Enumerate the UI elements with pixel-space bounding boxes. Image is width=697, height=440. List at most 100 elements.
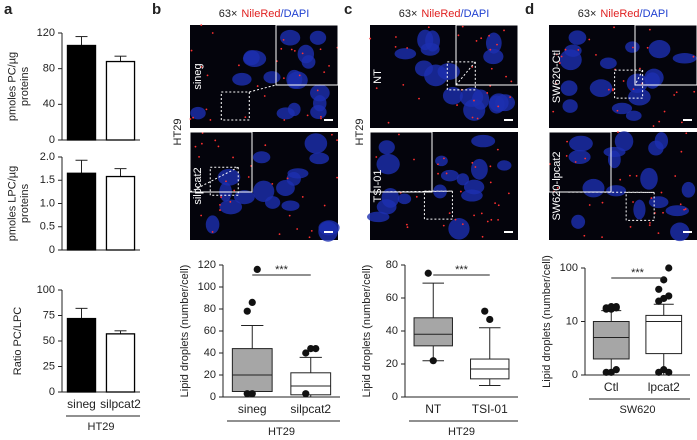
significance-label: *** xyxy=(455,264,469,276)
row-label: TSI-01 xyxy=(372,169,384,202)
lipid-dot xyxy=(635,175,638,177)
nucleus xyxy=(644,68,664,87)
nucleus xyxy=(232,72,252,86)
nucleus xyxy=(376,153,400,175)
nucleus xyxy=(599,57,617,69)
nucleus xyxy=(448,218,470,240)
lipid-dot xyxy=(194,145,197,148)
lipid-dot xyxy=(461,223,464,226)
y-axis-label: Lipid droplets (number/cell) xyxy=(361,265,373,398)
lipid-dot xyxy=(278,233,281,236)
lipid-dot xyxy=(209,119,212,121)
box xyxy=(231,348,273,393)
x-tick-label: NT xyxy=(425,402,442,416)
significance-label: *** xyxy=(275,264,289,276)
lipid-dot xyxy=(663,110,666,113)
nucleus xyxy=(568,149,591,164)
lipid-dot xyxy=(442,224,445,227)
inset-box xyxy=(220,91,250,121)
nucleus xyxy=(217,168,241,186)
y-axis-label-line: proteins xyxy=(19,183,31,223)
lipid-dot xyxy=(220,196,222,198)
nucleus xyxy=(309,84,330,102)
zoom-box xyxy=(189,131,253,193)
y-tick-label: 40 xyxy=(43,98,55,110)
lipid-dot xyxy=(607,88,610,91)
flier xyxy=(607,302,615,311)
x-tick-label: TSI-01 xyxy=(472,402,508,416)
lipid-dot xyxy=(282,77,285,80)
image-title-part: NileRed xyxy=(241,8,280,20)
image-title: 63× NileRed/DAPI xyxy=(219,8,310,20)
nucleus xyxy=(440,169,459,182)
zoom-box xyxy=(548,131,612,193)
lipid-dot xyxy=(481,235,484,238)
y-tick-label: 40 xyxy=(204,347,216,359)
nucleus xyxy=(614,131,634,152)
lipid-dot xyxy=(473,99,475,102)
lipid-dot xyxy=(490,218,493,221)
nucleus xyxy=(568,30,587,45)
lipid-dot xyxy=(247,176,250,178)
lipid-dot xyxy=(394,45,397,48)
y-tick-label: 80 xyxy=(204,303,216,315)
nucleus xyxy=(243,50,260,66)
y-tick-label: 25 xyxy=(43,360,55,372)
y-tick-label: 0 xyxy=(572,369,578,381)
flier xyxy=(253,265,261,273)
lipid-dot xyxy=(680,150,683,153)
nucleus xyxy=(672,53,697,64)
y-tick-label: 0 xyxy=(49,386,55,398)
lipid-dot xyxy=(316,89,319,92)
lipid-dot xyxy=(657,232,660,235)
nucleus xyxy=(435,155,448,167)
lipid-dot xyxy=(497,204,500,207)
flier xyxy=(307,345,315,353)
lipid-dot xyxy=(595,53,597,56)
lipid-dot xyxy=(494,202,497,205)
lipid-dot xyxy=(632,46,634,49)
flier xyxy=(665,264,673,272)
zoom-line xyxy=(189,166,239,193)
bar xyxy=(66,44,97,141)
bar xyxy=(66,317,97,393)
lipid-dot xyxy=(564,48,567,51)
lipid-dot xyxy=(296,228,299,230)
nucleus xyxy=(456,173,470,186)
nucleus xyxy=(287,168,309,179)
lipid-dot xyxy=(693,90,696,93)
lipid-dot xyxy=(622,80,625,82)
nucleus xyxy=(309,30,327,45)
lipid-dot xyxy=(320,117,322,120)
y-axis-label: Ratio PC/LPC xyxy=(12,307,24,376)
lipid-dot xyxy=(301,196,304,198)
x-tick-label: silpcat2 xyxy=(100,397,141,411)
box xyxy=(413,317,453,347)
lipid-dot xyxy=(486,220,489,223)
x-axis-label: HT29 xyxy=(448,426,475,438)
inset-box xyxy=(614,69,644,99)
lipid-dot xyxy=(558,62,561,64)
lipid-dot xyxy=(473,214,475,217)
lipid-dot xyxy=(692,55,695,58)
lipid-dot xyxy=(601,201,604,204)
nucleus xyxy=(253,180,275,202)
y-tick-label: 0 xyxy=(210,391,216,403)
panel-letter: d xyxy=(525,1,534,18)
y-tick-label: 0 xyxy=(49,134,55,146)
lipid-dot xyxy=(617,131,619,134)
bar xyxy=(66,172,97,251)
lipid-dot xyxy=(629,226,632,228)
nucleus xyxy=(287,71,308,90)
lipid-dot xyxy=(402,83,405,86)
y-tick-label: 2.0 xyxy=(40,151,55,163)
lipid-dot xyxy=(375,87,378,90)
nucleus xyxy=(625,110,642,121)
zoom-box xyxy=(275,24,339,86)
lipid-dot xyxy=(331,133,333,136)
lipid-dot xyxy=(555,82,557,85)
lipid-dot xyxy=(476,117,479,120)
significance-label: *** xyxy=(631,267,645,279)
lipid-dot xyxy=(588,204,591,206)
